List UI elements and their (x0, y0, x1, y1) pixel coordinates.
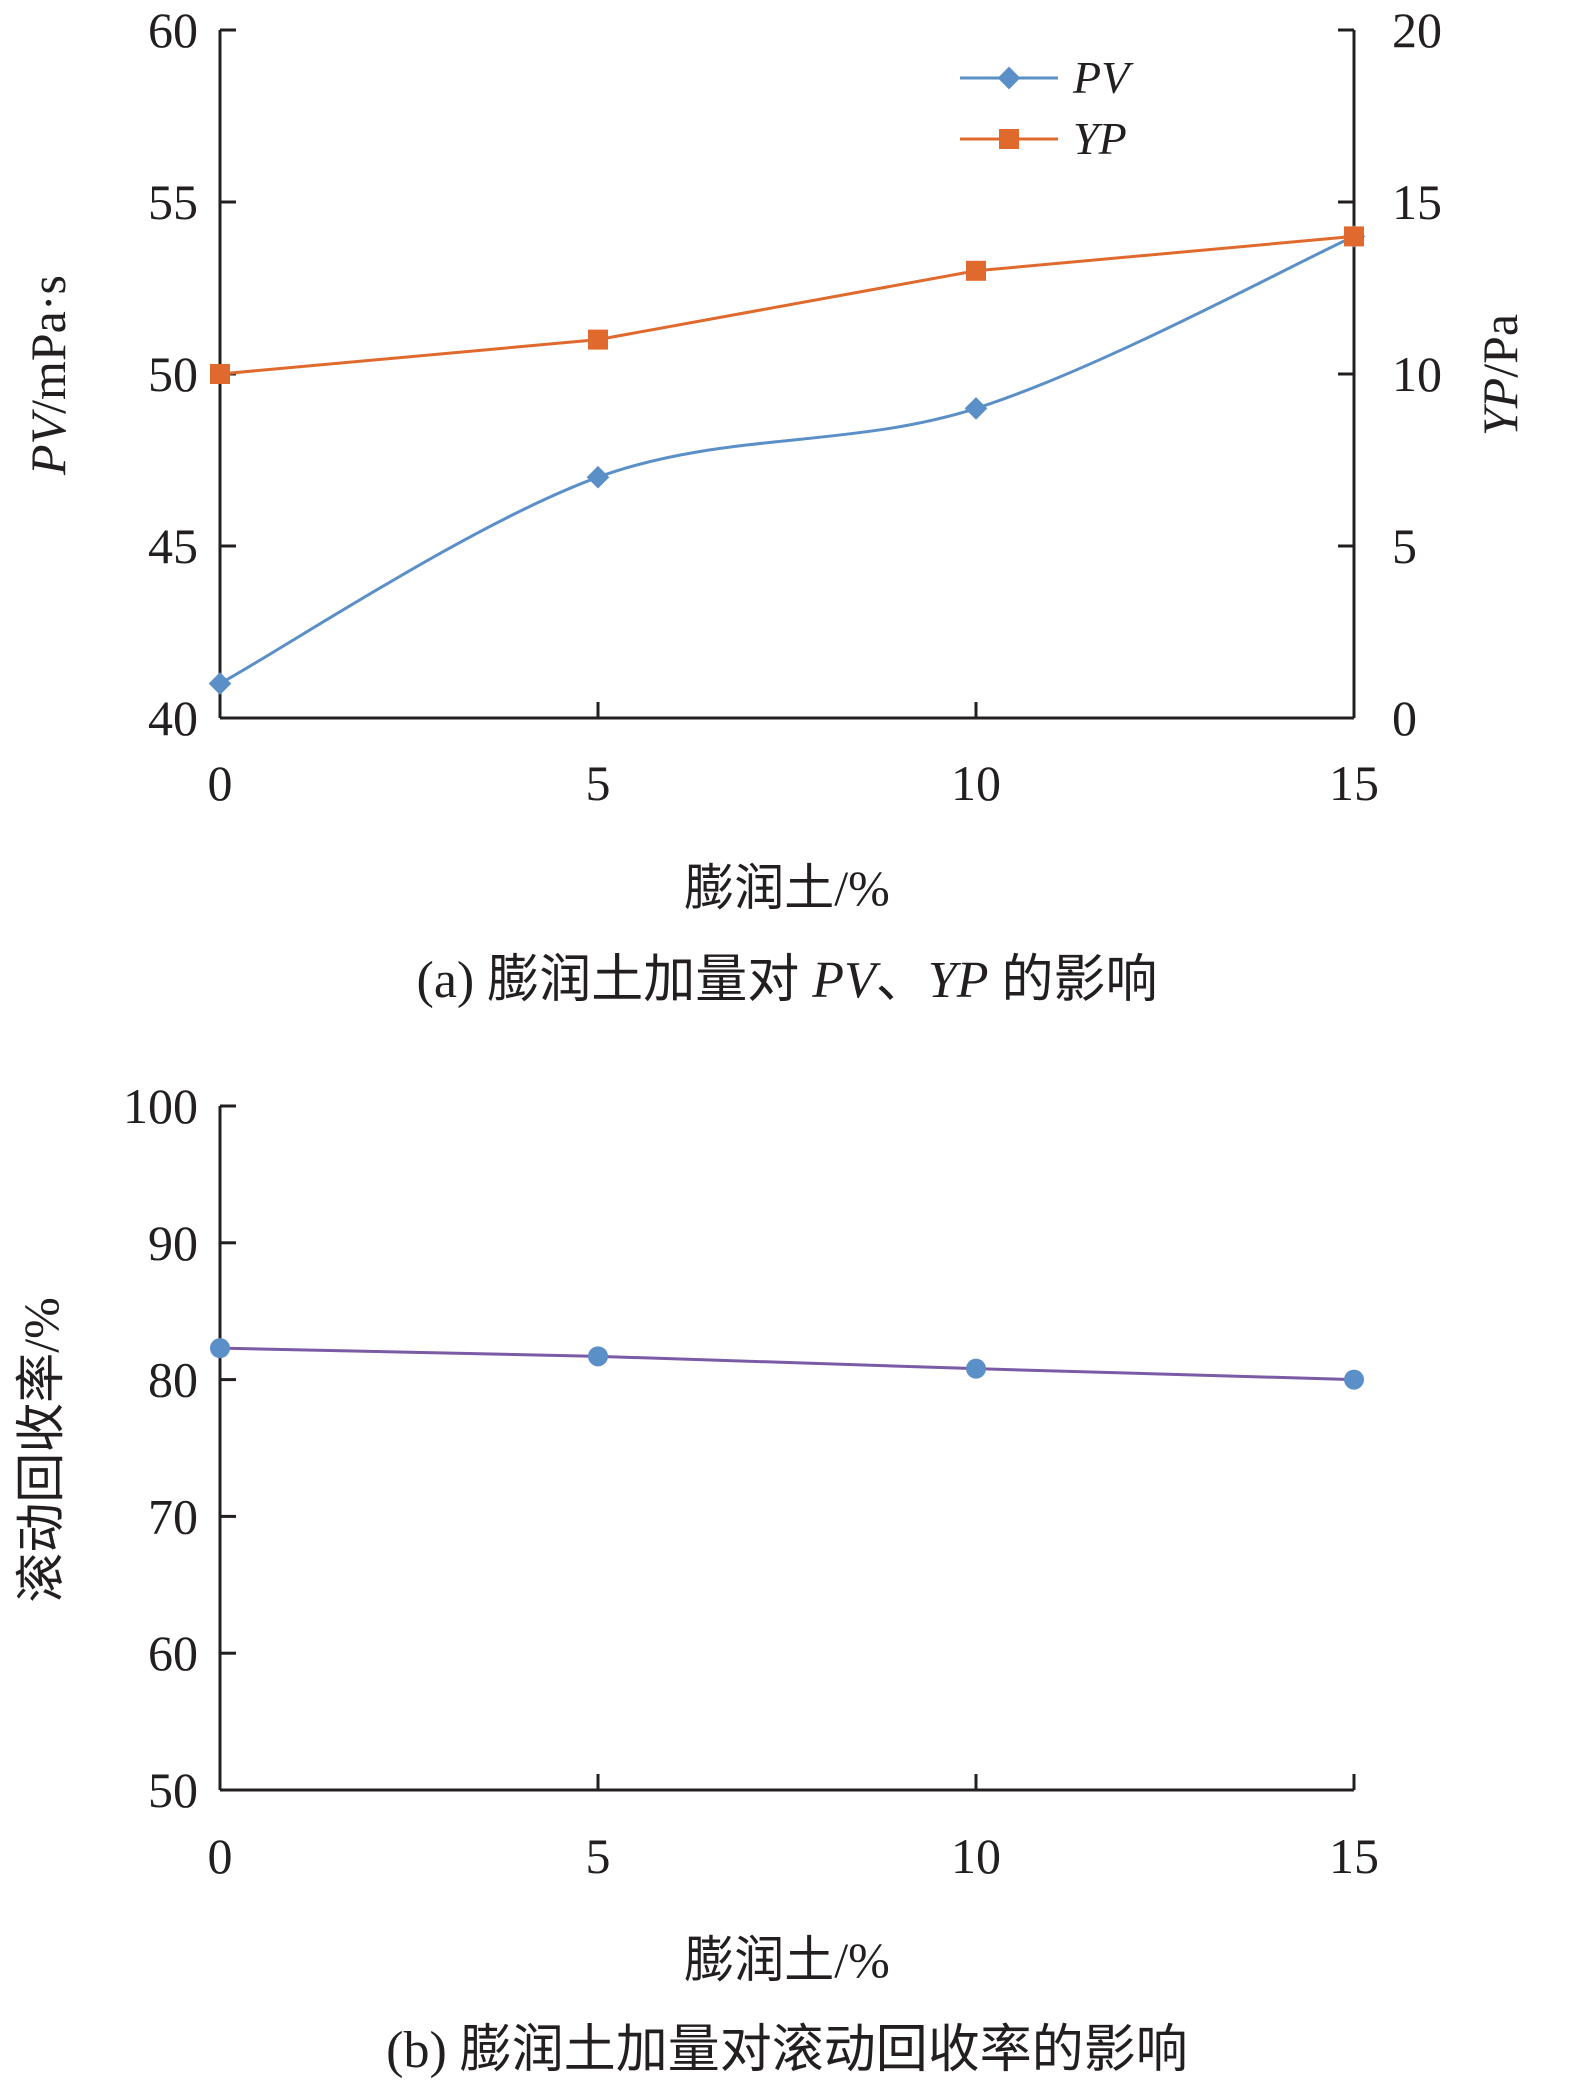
caption-a-sep: 、 (876, 952, 928, 1009)
series-yp-line (219, 234, 1355, 376)
chart-a-y-left-tick-label: 55 (148, 174, 198, 230)
chart-a-legend: PV YP (960, 52, 1134, 164)
caption-a-prefix: (a) 膨润土加量对 (417, 952, 813, 1009)
series-pv-point (964, 397, 988, 420)
chart-b-y-tick-label: 80 (148, 1352, 198, 1408)
chart-a-y-left-title-italic: PV (20, 408, 76, 476)
chart-a-y-left-tick-label: 45 (148, 518, 198, 574)
series-yp-point (210, 364, 230, 384)
legend-yp-label: YP (1073, 113, 1127, 164)
chart-a-x-tick-label: 5 (586, 755, 611, 811)
caption-a-pv: PV (811, 952, 881, 1009)
chart-a-y-right-tick-label: 0 (1392, 690, 1417, 746)
chart-a-series (208, 225, 1366, 695)
chart-a-ticks: 40 45 50 55 60 0 5 10 15 20 0 5 10 15 (148, 2, 1442, 811)
series-recovery-line (219, 1346, 1355, 1382)
chart-b-y-tick-label: 50 (148, 1762, 198, 1818)
chart-a-y-left-title-rest: /mPa·s (20, 275, 76, 414)
legend-pv-diamond-marker (997, 66, 1021, 90)
series-yp-point (966, 260, 986, 281)
series-pv-point (586, 465, 610, 489)
chart-b-x-tick-label: 10 (951, 1828, 1001, 1884)
chart-b-ticks: 50 60 70 80 90 100 0 5 10 15 (123, 1078, 1379, 1884)
caption-a-yp: YP (928, 952, 989, 1009)
chart-a-x-tick-label: 10 (951, 755, 1001, 811)
chart-a-x-axis-title: 膨润土/% (684, 860, 890, 916)
chart-a-y-right-tick-label: 15 (1392, 174, 1442, 230)
legend-pv-label: PV (1072, 52, 1134, 103)
chart-b-y-tick-label: 100 (123, 1078, 198, 1134)
series-yp-point (588, 329, 608, 350)
chart-b-y-tick-label: 60 (148, 1625, 198, 1681)
chart-a-x-tick-label: 15 (1329, 755, 1379, 811)
chart-a-y-axis-right-title: YP/Pa (1472, 314, 1528, 436)
series-recovery-point (588, 1346, 608, 1367)
caption-a-suffix: 的影响 (988, 952, 1157, 1009)
chart-b: 50 60 70 80 90 100 0 5 10 15 滚动回收率/% 膨润土/% (b) 膨润… (13, 1078, 1379, 2079)
chart-b-y-axis-title: 滚动回收率/% (13, 1297, 69, 1603)
chart-a-caption: (a) 膨润土加量对 PV、YP 的影响 (417, 952, 1158, 1009)
chart-a-x-tick-label: 0 (208, 755, 233, 811)
series-recovery-point (210, 1338, 230, 1359)
chart-a-y-right-tick-label: 10 (1392, 346, 1442, 402)
chart-a-y-right-title-italic: YP (1472, 378, 1528, 436)
chart-b-x-axis-title: 膨润土/% (684, 1932, 890, 1988)
chart-a-y-right-title-rest: /Pa (1472, 314, 1528, 378)
series-pv-line (219, 235, 1355, 685)
chart-b-caption: (b) 膨润土加量对滚动回收率的影响 (386, 2022, 1188, 2079)
chart-a-y-right-tick-label: 5 (1392, 518, 1417, 574)
chart-b-x-tick-label: 0 (208, 1828, 233, 1884)
chart-b-series (210, 1338, 1364, 1390)
chart-a-y-left-tick-label: 40 (148, 690, 198, 746)
chart-b-x-tick-label: 15 (1329, 1828, 1379, 1884)
chart-a-y-left-tick-label: 60 (148, 2, 198, 58)
chart-a-y-right-tick-label: 20 (1392, 2, 1442, 58)
series-yp-point (1344, 226, 1364, 247)
chart-a-y-left-tick-label: 50 (148, 346, 198, 402)
chart-a-y-axis-left-title: PV/mPa·s (20, 275, 76, 476)
chart-b-y-tick-label: 90 (148, 1215, 198, 1271)
chart-b-x-tick-label: 5 (586, 1828, 611, 1884)
chart-b-y-tick-label: 70 (148, 1488, 198, 1544)
series-pv-point (208, 672, 232, 695)
series-recovery-point (966, 1358, 986, 1379)
legend-yp-square-marker (999, 129, 1019, 149)
series-recovery-point (1344, 1369, 1364, 1390)
